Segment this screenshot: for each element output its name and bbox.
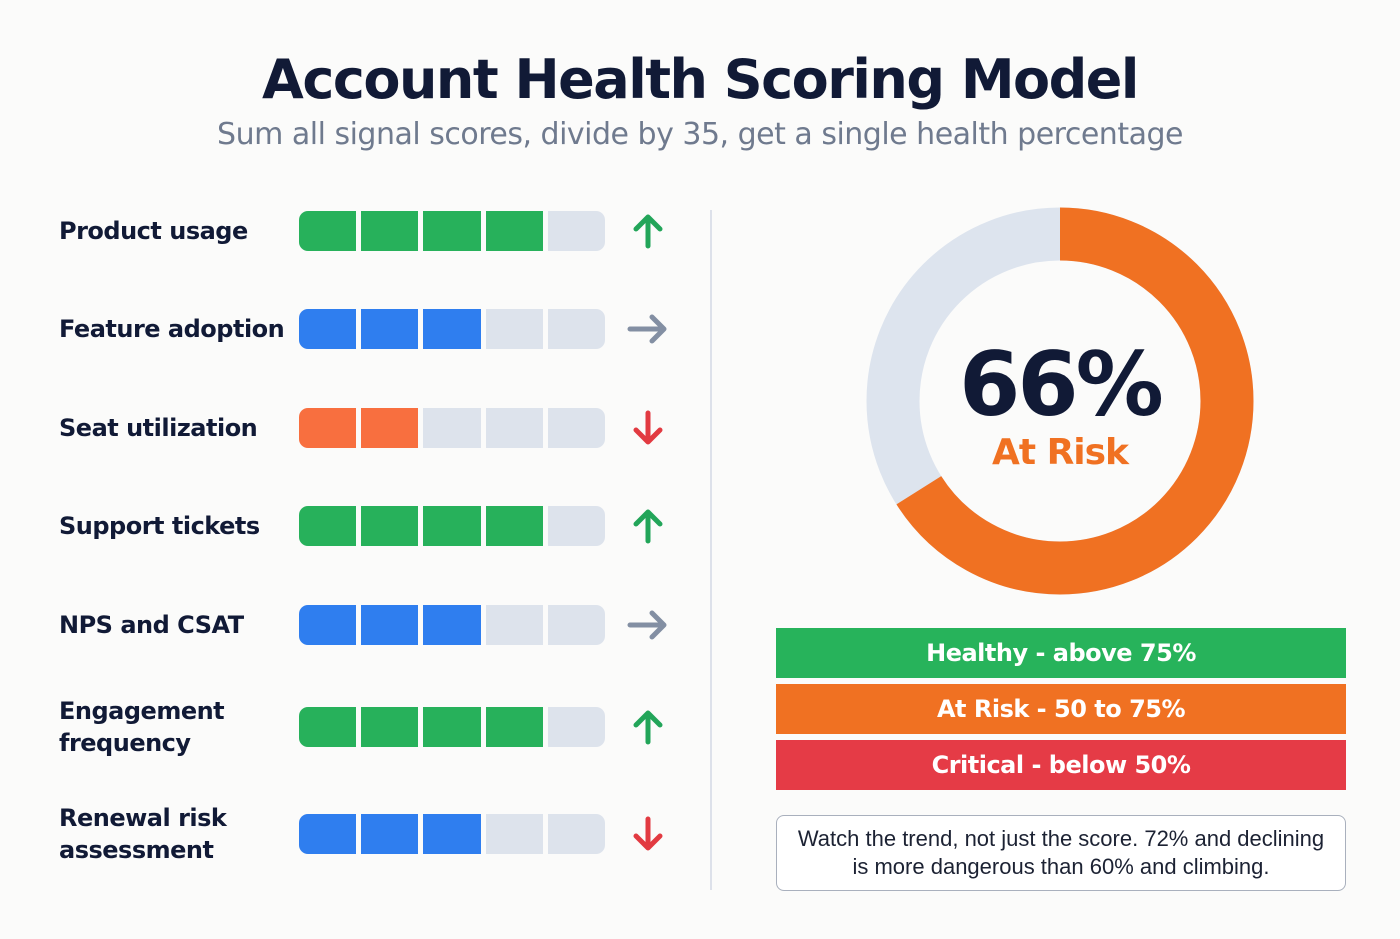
divider [710,210,712,890]
score-segment-filled [361,211,419,251]
score-segment-empty [547,211,606,251]
health-status: At Risk [991,432,1129,473]
threshold-at-risk: At Risk - 50 to 75% [776,684,1346,734]
signal-row: Renewal risk assessment [0,804,700,864]
signal-row: NPS and CSAT [0,595,700,655]
score-segment-filled [423,506,481,546]
score-segment-filled [423,605,481,645]
score-segment-empty [485,814,543,854]
score-segment-empty [547,309,606,349]
threshold-critical: Critical - below 50% [776,740,1346,790]
note-text: Watch the trend, not just the score. 72%… [797,826,1325,879]
signal-score-bar [299,309,606,349]
signal-label: Renewal risk assessment [59,804,227,864]
arrow-up-icon [627,210,669,252]
score-segment-filled [361,814,419,854]
page-subtitle: Sum all signal scores, divide by 35, get… [217,117,1183,152]
score-segment-empty [423,408,481,448]
score-segment-filled [299,605,357,645]
score-segment-filled [361,707,419,747]
threshold-healthy: Healthy - above 75% [776,628,1346,678]
health-donut-chart [866,207,1254,595]
score-segment-filled [485,707,543,747]
score-segment-filled [299,211,357,251]
score-segment-empty [547,408,606,448]
signal-row: Seat utilization [0,398,700,458]
signal-label: Support tickets [59,512,260,540]
score-segment-empty [547,506,606,546]
score-segment-filled [423,707,481,747]
arrow-right-icon [627,308,669,350]
signal-score-bar [299,408,606,448]
signal-score-bar [299,814,606,854]
signal-row: Engagement frequency [0,697,700,757]
score-segment-filled [299,408,357,448]
score-segment-empty [485,309,543,349]
signal-row: Product usage [0,201,700,261]
score-segment-filled [299,309,357,349]
score-segment-filled [361,506,419,546]
signal-score-bar [299,605,606,645]
score-segment-empty [547,707,606,747]
score-segment-filled [423,814,481,854]
arrow-up-icon [627,505,669,547]
signal-row: Feature adoption [0,299,700,359]
score-segment-filled [299,506,357,546]
arrow-down-icon [627,407,669,449]
score-segment-empty [485,605,543,645]
score-segment-filled [361,605,419,645]
score-segment-empty [547,814,606,854]
page-title: Account Health Scoring Model [262,48,1139,111]
threshold-label: At Risk - 50 to 75% [936,695,1186,723]
score-segment-filled [423,211,481,251]
score-segment-filled [361,408,419,448]
arrow-right-icon [627,604,669,646]
score-segment-filled [485,211,543,251]
signal-score-bar [299,211,606,251]
threshold-label: Healthy - above 75% [926,639,1196,667]
signal-score-bar [299,707,606,747]
signal-row: Support tickets [0,496,700,556]
signal-label: Feature adoption [59,315,285,343]
signal-label: Product usage [59,217,248,245]
score-segment-filled [485,506,543,546]
score-segment-filled [299,814,357,854]
donut-fill [866,207,1254,595]
arrow-down-icon [627,813,669,855]
signal-label: NPS and CSAT [59,611,244,639]
arrow-up-icon [627,706,669,748]
score-segment-empty [547,605,606,645]
score-segment-filled [299,707,357,747]
score-segment-empty [485,408,543,448]
score-segment-filled [361,309,419,349]
trend-note: Watch the trend, not just the score. 72%… [776,815,1346,891]
signal-label: Engagement frequency [59,697,225,757]
health-percentage: 66% [959,333,1164,436]
threshold-label: Critical - below 50% [931,751,1191,779]
signal-score-bar [299,506,606,546]
score-segment-filled [423,309,481,349]
signal-label: Seat utilization [59,414,258,442]
